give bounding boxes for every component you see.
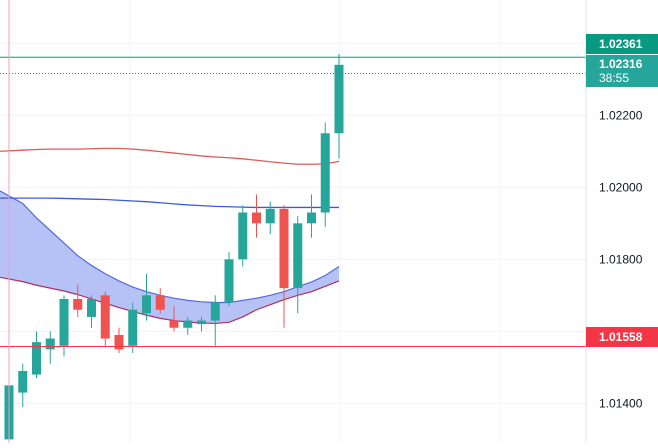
candle-body-14	[197, 320, 206, 325]
moving-averages	[0, 147, 340, 209]
bar-countdown-timer: 38:55	[599, 71, 630, 85]
candle-21	[293, 216, 303, 314]
candle-body-18	[252, 212, 261, 224]
candle-18	[252, 194, 261, 238]
candle-body-21	[293, 223, 303, 289]
candle-body-24	[334, 64, 344, 134]
candle-24	[334, 54, 344, 159]
current-price-label: 1.02361	[586, 34, 658, 54]
candle-2	[32, 331, 41, 379]
candle-4	[59, 295, 69, 357]
candle-1	[18, 363, 28, 407]
support-level-value: 1.01558	[599, 330, 643, 344]
candle-body-8	[114, 334, 124, 350]
bid-price-value: 1.02316	[599, 57, 643, 71]
candle-body-20	[279, 208, 289, 289]
candle-body-9	[128, 309, 138, 346]
candle-14	[197, 316, 206, 332]
price-axis-tick-2: 1.02000	[599, 180, 643, 194]
bid-price-label: 1.02316 38:55	[586, 55, 658, 87]
price-axis[interactable]: 1.024001.022001.020001.018001.016001.014…	[599, 36, 643, 410]
candle-5	[73, 284, 83, 317]
grid-lines	[0, 0, 586, 443]
candle-13	[183, 316, 193, 335]
candle-body-7	[100, 295, 110, 339]
candle-9	[128, 302, 138, 353]
candle-12	[169, 306, 179, 332]
candle-body-4	[59, 298, 69, 346]
candle-body-15	[210, 302, 220, 321]
candle-3	[45, 331, 55, 364]
candle-17	[238, 205, 248, 267]
current-price-value: 1.02361	[599, 37, 643, 51]
ma-red-line	[0, 147, 340, 165]
candle-body-16	[224, 259, 234, 303]
candle-body-22	[307, 212, 316, 224]
candle-body-19	[265, 208, 275, 224]
candle-body-11	[155, 295, 165, 310]
candle-11	[155, 288, 165, 314]
ma-blue-line	[0, 197, 339, 209]
candle-8	[114, 327, 124, 353]
candle-body-1	[18, 370, 28, 393]
candle-body-10	[142, 295, 151, 314]
horizontal-levels	[0, 56, 586, 347]
candle-23	[320, 122, 330, 227]
candle-body-5	[73, 298, 83, 310]
price-axis-tick-5: 1.01400	[599, 396, 643, 410]
candle-20	[279, 205, 289, 328]
candlesticks	[4, 54, 344, 448]
price-axis-tick-3: 1.01800	[599, 252, 643, 266]
candle-22	[307, 194, 316, 238]
support-level-label: 1.01558	[586, 327, 658, 347]
candle-body-12	[169, 320, 179, 328]
candle-10	[142, 273, 151, 321]
price-axis-tick-1: 1.02200	[599, 108, 643, 122]
candle-19	[265, 201, 275, 235]
candle-body-13	[183, 320, 193, 328]
candle-6	[87, 295, 96, 328]
candle-body-23	[320, 133, 330, 213]
candle-body-6	[87, 298, 96, 317]
candle-body-17	[238, 212, 248, 260]
candle-16	[224, 252, 234, 307]
cloud-area-0	[0, 190, 339, 324]
candle-7	[100, 291, 110, 346]
candle-15	[210, 295, 220, 346]
candle-body-2	[32, 342, 41, 375]
candle-body-3	[45, 338, 55, 350]
